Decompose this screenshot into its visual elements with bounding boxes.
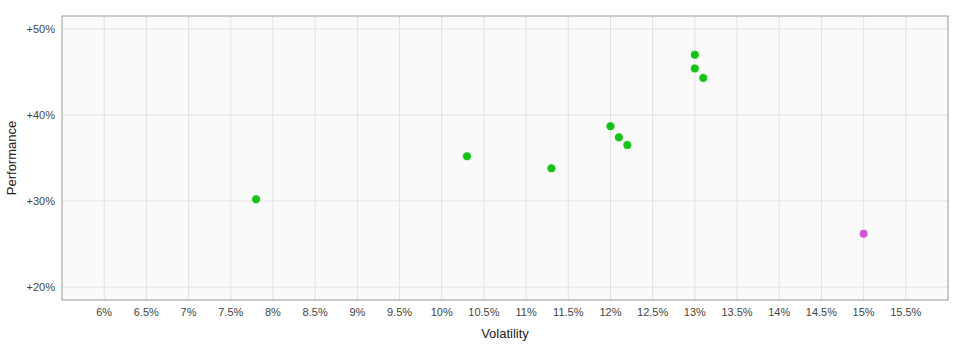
x-tick-label: 13% xyxy=(684,306,706,318)
x-grid-line xyxy=(568,16,569,300)
x-grid-line xyxy=(399,16,400,300)
x-tick-label: 15.5% xyxy=(890,306,921,318)
scatter-point xyxy=(252,195,261,204)
x-tick-label: 9.5% xyxy=(387,306,412,318)
y-tick-label: +30% xyxy=(27,195,56,207)
y-axis-title: Performance xyxy=(4,121,19,195)
y-grid-line xyxy=(62,201,948,202)
series-points xyxy=(859,229,868,238)
scatter-point xyxy=(859,229,868,238)
x-grid-line xyxy=(315,16,316,300)
plot-frame xyxy=(62,16,948,300)
marks xyxy=(252,50,869,238)
y-grid-line xyxy=(62,287,948,288)
x-grid-line xyxy=(441,16,442,300)
x-tick-label: 14.5% xyxy=(806,306,837,318)
x-grid-line xyxy=(104,16,105,300)
x-tick-label: 9% xyxy=(349,306,365,318)
x-tick-label: 13.5% xyxy=(721,306,752,318)
scatter-point xyxy=(690,50,699,59)
x-tick-label: 7% xyxy=(181,306,197,318)
x-axis-title: Volatility xyxy=(481,326,529,341)
scatter-point xyxy=(606,122,615,131)
plot-background xyxy=(62,16,948,300)
x-tick-label: 6.5% xyxy=(134,306,159,318)
x-grid-line xyxy=(230,16,231,300)
grid xyxy=(62,16,948,300)
x-grid-line xyxy=(652,16,653,300)
x-grid-line xyxy=(526,16,527,300)
x-grid-line xyxy=(821,16,822,300)
x-grid-line xyxy=(188,16,189,300)
x-grid-line xyxy=(779,16,780,300)
x-grid-line xyxy=(146,16,147,300)
x-tick-label: 6% xyxy=(96,306,112,318)
scatter-point xyxy=(699,73,708,82)
x-tick-label: 15% xyxy=(853,306,875,318)
scatter-point xyxy=(690,64,699,73)
x-tick-label: 12.5% xyxy=(637,306,668,318)
series-points xyxy=(252,50,708,204)
scatter-point xyxy=(614,133,623,142)
x-tick-label: 10% xyxy=(431,306,453,318)
x-tick-label: 14% xyxy=(768,306,790,318)
chart-container: 6% 6.5% 7% 7.5% 8% 8.5% 9% 9.5% 10% 10.5% 11% 11.5%… xyxy=(0,0,966,350)
y-grid-line xyxy=(62,114,948,115)
x-grid-line xyxy=(610,16,611,300)
scatter-point xyxy=(463,152,472,161)
scatter-point xyxy=(547,164,556,173)
x-grid-line xyxy=(357,16,358,300)
x-grid-line xyxy=(737,16,738,300)
y-tick-label: +20% xyxy=(27,281,56,293)
chart: 6% 6.5% 7% 7.5% 8% 8.5% 9% 9.5% 10% 10.5% 11% 11.5%… xyxy=(0,0,966,350)
x-grid-line xyxy=(483,16,484,300)
x-grid-line xyxy=(863,16,864,300)
x-tick-label: 11% xyxy=(515,306,536,318)
x-tick-label: 12% xyxy=(599,306,621,318)
x-grid-line xyxy=(905,16,906,300)
y-tick-label: +40% xyxy=(27,109,56,121)
axes: 6% 6.5% 7% 7.5% 8% 8.5% 9% 9.5% 10% 10.5% 11% 11.5%… xyxy=(27,23,922,318)
x-tick-label: 8.5% xyxy=(303,306,328,318)
scatter-point xyxy=(623,141,632,150)
x-tick-label: 8% xyxy=(265,306,281,318)
x-tick-label: 7.5% xyxy=(218,306,243,318)
y-grid-line xyxy=(62,28,948,29)
x-tick-label: 10.5% xyxy=(468,306,499,318)
x-grid-line xyxy=(272,16,273,300)
y-tick-label: +50% xyxy=(27,23,56,35)
x-tick-label: 11.5% xyxy=(553,306,584,318)
